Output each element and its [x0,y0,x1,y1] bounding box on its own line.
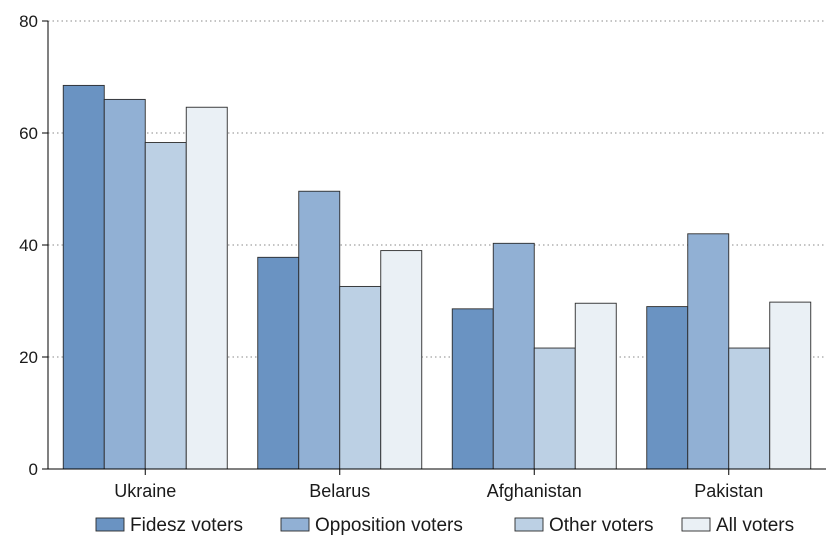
bar-all-voters-pakistan [769,301,812,470]
y-tick-label: 0 [29,460,38,479]
bar-fidesz-voters-belarus [257,256,300,470]
legend: Fidesz voters Opposition voters Other vote… [95,515,794,536]
bar-all-voters-afghanistan [574,302,617,470]
legend-swatch [514,517,544,532]
legend-label: Opposition voters [315,515,463,536]
bar-opposition-voters-pakistan [687,233,730,470]
x-tick-label: Afghanistan [487,481,582,501]
bar-other-voters-ukraine [144,142,187,470]
bar-all-voters-belarus [380,250,423,470]
legend-swatch [280,517,310,532]
legend-swatch [681,517,711,532]
x-axis: Ukraine Belarus Afghanistan Pakistan [48,468,826,501]
bar-opposition-voters-belarus [298,190,341,470]
legend-label: Other voters [549,515,654,536]
x-tick-label: Belarus [309,481,370,501]
bar-fidesz-voters-afghanistan [451,308,494,470]
legend-label: All voters [716,515,794,536]
bar-other-voters-pakistan [728,347,771,470]
bar-opposition-voters-ukraine [103,98,146,470]
bar-all-voters-ukraine [185,106,228,470]
legend-label: Fidesz voters [130,515,243,536]
bar-fidesz-voters-pakistan [646,306,689,470]
y-tick-label: 60 [19,124,38,143]
y-tick-label: 80 [19,12,38,31]
y-axis: 0 20 40 60 80 [19,12,49,479]
y-tick-label: 20 [19,348,38,367]
x-tick-label: Pakistan [694,481,763,501]
y-tick-label: 40 [19,236,38,255]
bars [62,84,812,470]
x-tick-label: Ukraine [114,481,176,501]
legend-swatch [95,517,125,532]
bar-opposition-voters-afghanistan [492,242,535,470]
bar-fidesz-voters-ukraine [62,84,105,470]
bar-other-voters-belarus [339,285,382,470]
bar-other-voters-afghanistan [533,347,576,470]
